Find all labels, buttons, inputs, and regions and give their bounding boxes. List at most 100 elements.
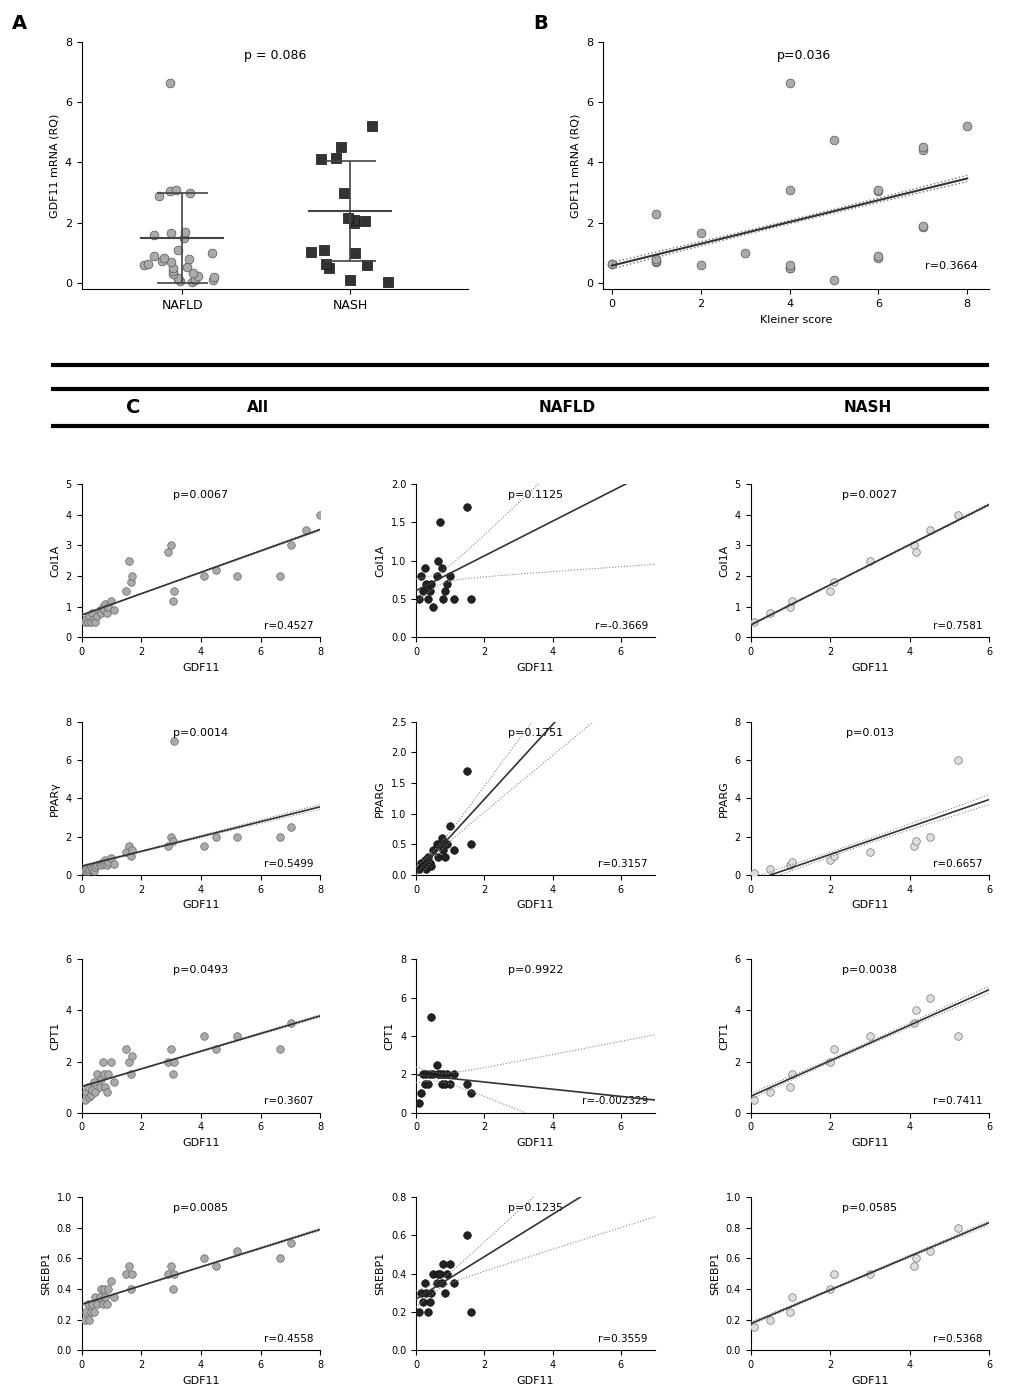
- Point: [76, 860, 93, 883]
- Point: [298, 519, 314, 541]
- X-axis label: GDF11: GDF11: [851, 663, 888, 672]
- Point: [431, 834, 447, 856]
- Point: [415, 580, 431, 603]
- Point: [169, 267, 185, 290]
- Text: p=0.0038: p=0.0038: [842, 966, 897, 976]
- Text: r=0.4558: r=0.4558: [264, 1334, 313, 1345]
- Point: [431, 1263, 447, 1285]
- Point: [81, 604, 97, 626]
- Point: [327, 146, 343, 168]
- Point: [100, 851, 116, 873]
- Y-axis label: Col1A: Col1A: [50, 544, 60, 576]
- Point: [317, 252, 333, 274]
- Point: [428, 834, 444, 856]
- Point: [425, 1263, 441, 1285]
- Point: [418, 572, 434, 594]
- Point: [196, 835, 212, 857]
- Point: [164, 1063, 180, 1086]
- Point: [430, 1063, 446, 1086]
- Y-axis label: CPT1: CPT1: [384, 1022, 394, 1050]
- Y-axis label: CPT1: CPT1: [718, 1022, 729, 1050]
- Point: [122, 1063, 139, 1086]
- Point: [228, 1025, 245, 1047]
- Point: [81, 857, 97, 880]
- Text: p=0.0014: p=0.0014: [173, 728, 228, 738]
- Point: [648, 249, 664, 271]
- Text: C: C: [126, 398, 141, 416]
- Point: [122, 845, 139, 867]
- Point: [204, 242, 220, 264]
- Point: [146, 245, 162, 267]
- Point: [825, 571, 842, 593]
- Point: [175, 227, 192, 249]
- Point: [438, 572, 454, 594]
- Point: [205, 269, 221, 291]
- Point: [92, 852, 108, 874]
- Point: [87, 1285, 103, 1307]
- Point: [163, 825, 179, 848]
- Point: [433, 557, 449, 579]
- Point: [603, 252, 620, 274]
- Point: [869, 178, 886, 200]
- Point: [140, 252, 156, 274]
- Point: [441, 1253, 458, 1275]
- Point: [169, 267, 185, 290]
- X-axis label: GDF11: GDF11: [851, 901, 888, 910]
- Point: [821, 849, 838, 871]
- Point: [106, 599, 122, 621]
- X-axis label: GDF11: GDF11: [517, 901, 553, 910]
- Point: [118, 841, 135, 863]
- Text: r=0.3157: r=0.3157: [598, 859, 647, 869]
- Point: [146, 224, 162, 246]
- Point: [100, 1278, 116, 1300]
- Point: [435, 839, 451, 862]
- Point: [436, 1073, 452, 1096]
- Text: p=0.0067: p=0.0067: [173, 490, 228, 500]
- Point: [163, 223, 179, 245]
- Point: [433, 1272, 449, 1295]
- Point: [84, 857, 100, 880]
- Point: [96, 599, 112, 621]
- Point: [86, 1300, 102, 1322]
- X-axis label: GDF11: GDF11: [517, 663, 553, 672]
- Point: [106, 1070, 122, 1093]
- Point: [413, 1083, 429, 1105]
- Point: [154, 249, 170, 271]
- Point: [228, 1239, 245, 1261]
- Point: [163, 251, 179, 273]
- X-axis label: GDF11: GDF11: [182, 901, 219, 910]
- Point: [603, 252, 620, 274]
- Point: [339, 207, 356, 230]
- Text: p=0.1751: p=0.1751: [507, 728, 562, 738]
- Point: [423, 1005, 439, 1027]
- Point: [121, 1254, 138, 1276]
- Point: [162, 180, 178, 202]
- Point: [84, 1079, 100, 1101]
- Point: [272, 825, 288, 848]
- Point: [79, 1076, 96, 1098]
- Point: [905, 1254, 921, 1276]
- Point: [208, 558, 224, 580]
- Text: r=0.7411: r=0.7411: [931, 1097, 981, 1107]
- Point: [99, 855, 115, 877]
- Point: [93, 601, 109, 624]
- X-axis label: GDF11: GDF11: [182, 663, 219, 672]
- X-axis label: Kleiner score: Kleiner score: [759, 315, 832, 324]
- Point: [185, 262, 202, 284]
- Point: [124, 839, 141, 862]
- Point: [97, 1076, 113, 1098]
- Point: [103, 846, 119, 869]
- Point: [106, 1285, 122, 1307]
- Point: [99, 1293, 115, 1315]
- Point: [321, 258, 337, 280]
- Point: [869, 245, 886, 267]
- Y-axis label: SREBP1: SREBP1: [41, 1251, 51, 1295]
- Point: [208, 1037, 224, 1059]
- Point: [81, 1086, 97, 1108]
- Point: [781, 71, 797, 93]
- Point: [151, 185, 167, 207]
- Point: [160, 835, 176, 857]
- Point: [124, 565, 141, 587]
- Point: [431, 1063, 447, 1086]
- Point: [737, 242, 753, 264]
